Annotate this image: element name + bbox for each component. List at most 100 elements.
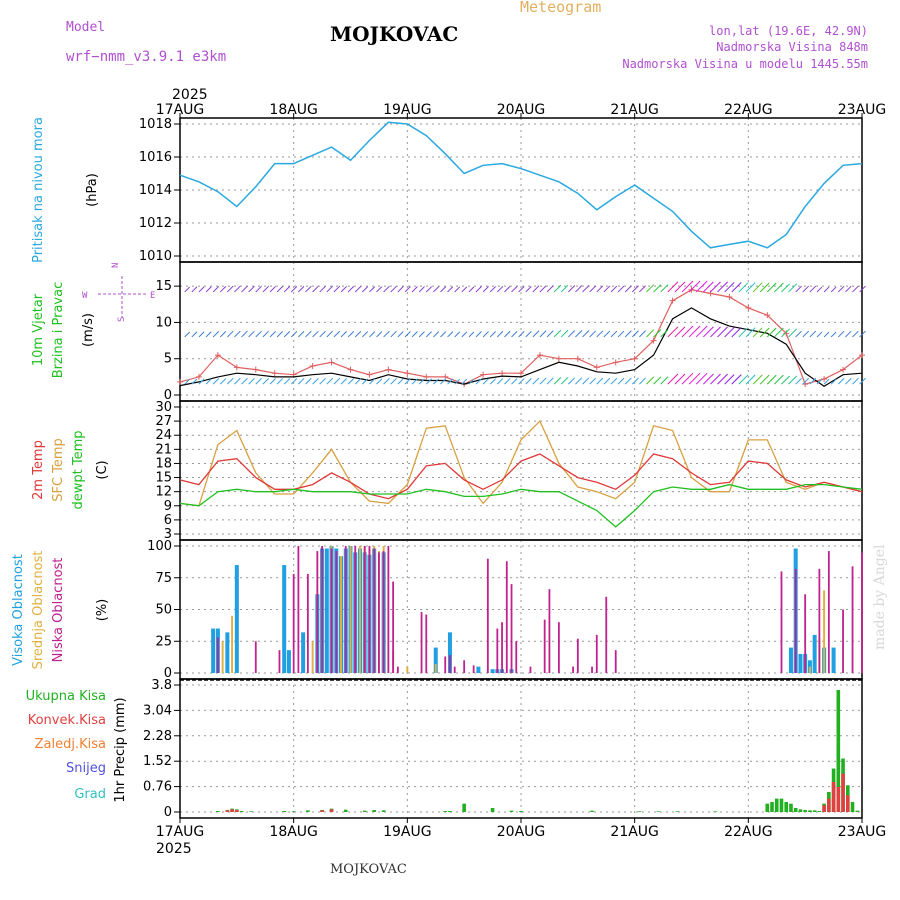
wind-barb	[738, 327, 749, 338]
wind-barb	[319, 285, 326, 293]
wind-barb	[532, 285, 540, 293]
cloud-bar-0	[831, 647, 836, 673]
cloud-bar-2	[278, 650, 281, 673]
year-label-top: 2025	[172, 87, 208, 103]
cloud-bar-2	[486, 558, 489, 673]
wind-barb	[397, 286, 404, 293]
wind-barb	[795, 377, 802, 385]
wind-barb	[525, 330, 532, 338]
temp-line-2	[179, 483, 863, 528]
wind-barb	[525, 378, 532, 385]
wind-barb	[433, 331, 440, 338]
compass-e: E	[150, 291, 155, 301]
y-tick-label: 100	[147, 539, 172, 554]
wind-barb	[198, 331, 205, 338]
wind-barb	[816, 378, 823, 385]
wind-barb	[390, 330, 397, 338]
wind-barb	[340, 330, 347, 338]
wind-barb	[639, 285, 646, 293]
wind-gust-marker	[536, 352, 543, 359]
precip-bar-0	[675, 811, 680, 812]
wind-barb	[525, 285, 532, 293]
wind-gust-marker	[385, 366, 392, 373]
cloud-bar-2	[344, 546, 347, 673]
wind-barb	[759, 327, 770, 338]
precip-bar-0	[509, 810, 514, 812]
wind-barb	[333, 377, 341, 385]
cloud-bar-2	[444, 656, 447, 673]
wind-barb	[724, 327, 735, 338]
wind-barb	[653, 284, 662, 293]
meteogram-title: Meteogram	[520, 0, 602, 16]
station-title: MOJKOVAC	[330, 22, 459, 46]
y-tick-label: 0	[164, 666, 172, 681]
wind-barb	[653, 329, 662, 338]
cloud-bar-2	[382, 551, 385, 673]
compass-n: N	[111, 263, 121, 268]
cloud-bar-2	[363, 546, 366, 673]
cloud-bar-2	[614, 650, 617, 673]
height-line: Nadmorska Visina 848m	[716, 40, 868, 54]
wind-barb	[539, 330, 547, 338]
wind-barb	[788, 375, 798, 385]
pressure-line	[179, 121, 863, 249]
wind-barb	[845, 330, 852, 338]
wind-barb	[646, 376, 655, 385]
pressure-unit-label: (hPa)	[85, 173, 100, 207]
wind-barb	[425, 331, 432, 338]
y-tick-label: 30	[155, 400, 172, 415]
precip-bar-0	[774, 798, 779, 812]
cloud-bar-0	[211, 628, 216, 673]
cloud-bar-2	[463, 660, 466, 673]
wind-barb	[248, 377, 255, 385]
wind-barb	[354, 330, 362, 338]
cloud-bar-2	[842, 609, 844, 673]
wind-barb	[411, 331, 418, 338]
x-tick-label-top: 18AUG	[269, 102, 318, 118]
precip-bar-0	[713, 811, 717, 812]
wind-gust-marker	[555, 355, 562, 362]
wind-barb	[440, 331, 447, 338]
wind-barb	[539, 285, 547, 293]
precip-bar-0	[291, 811, 296, 812]
wind-barb	[433, 378, 440, 385]
precip-bar-0	[239, 810, 244, 812]
y-tick-label: 0.76	[143, 780, 172, 795]
wind-gust-marker	[631, 355, 638, 362]
wind-barb	[639, 377, 646, 385]
y-tick-label: 3	[164, 527, 172, 542]
wind-barb	[539, 377, 547, 385]
wind-barb	[227, 377, 234, 385]
wind-barb	[184, 378, 191, 385]
cloud-bar-2	[425, 614, 428, 673]
wind-gust-marker	[859, 352, 865, 359]
wind-barb	[425, 286, 432, 293]
wind-barb	[191, 286, 198, 293]
wind-barb	[532, 330, 540, 338]
precip-bar-0	[282, 810, 286, 812]
cloud-bar-2	[392, 581, 395, 673]
y-tick-label: 50	[155, 603, 172, 618]
wind-barb	[717, 373, 728, 385]
cloud-bar-1	[221, 641, 224, 673]
wind-barb	[830, 331, 837, 338]
wind-barb	[504, 285, 511, 293]
height-model-line: Nadmorska Visina u modelu 1445.55m	[622, 57, 868, 71]
precip-bar-0	[362, 810, 367, 812]
wind-barb	[781, 283, 790, 293]
wind-barb	[681, 280, 694, 293]
x-tick-label-bottom: 23AUG	[838, 824, 887, 840]
wind-barb	[283, 378, 291, 385]
wind-gust-marker	[195, 373, 202, 380]
y-tick-label: 1010	[139, 249, 172, 264]
wind-barb	[781, 328, 790, 338]
x-tick-label-top: 23AUG	[838, 102, 887, 118]
wind-barb	[283, 285, 291, 293]
precip-bar-0	[216, 810, 220, 812]
precip-bar-1	[831, 781, 836, 812]
wind-barb	[546, 377, 554, 385]
wind-barb	[248, 330, 255, 338]
wind-barb	[276, 378, 284, 385]
cloud-bar-2	[453, 666, 456, 673]
wind-barb	[710, 326, 721, 338]
